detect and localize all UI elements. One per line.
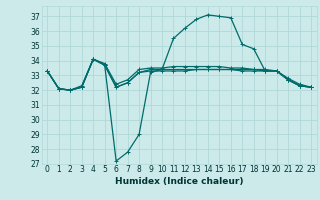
X-axis label: Humidex (Indice chaleur): Humidex (Indice chaleur) — [115, 177, 244, 186]
